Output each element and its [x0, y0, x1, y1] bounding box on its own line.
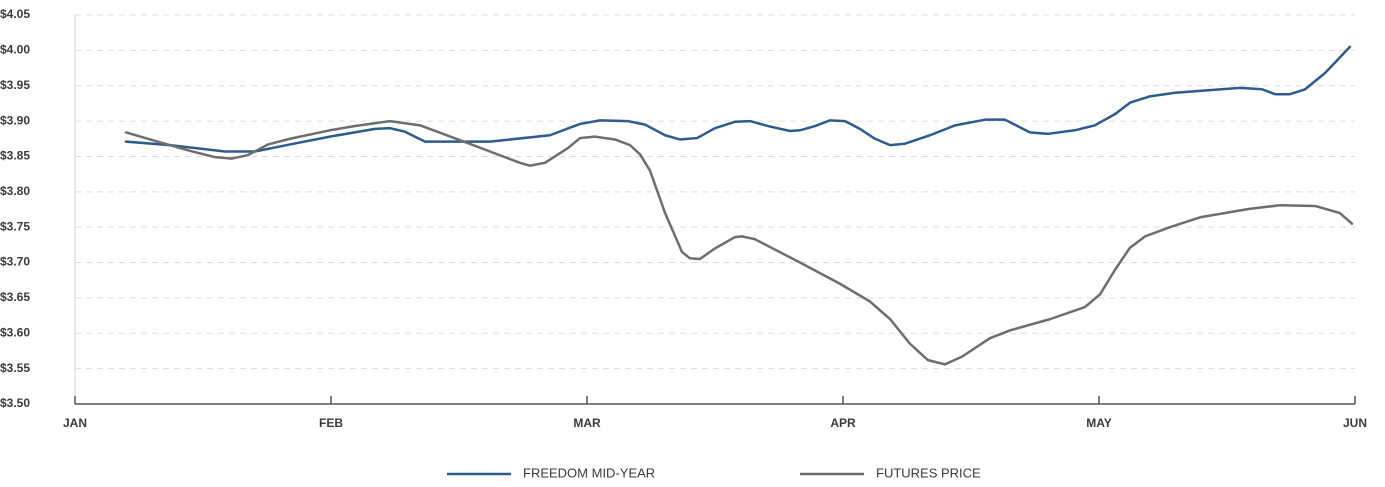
legend-label: FREEDOM MID-YEAR [523, 465, 655, 480]
y-tick-label: $3.95 [0, 78, 30, 92]
series-line [124, 119, 1354, 366]
y-tick-label: $3.70 [0, 255, 30, 269]
x-tick-label: FEB [319, 416, 343, 430]
y-tick-label: $3.85 [0, 149, 30, 163]
y-tick-label: $4.00 [0, 43, 30, 57]
x-tick-label: JUN [1343, 416, 1367, 430]
x-tick-label: MAR [573, 416, 601, 430]
legend: FREEDOM MID-YEAR FUTURES PRICE [447, 465, 981, 480]
y-tick-label: $3.60 [0, 325, 30, 339]
y-tick-label: $4.05 [0, 7, 30, 21]
x-tick-label: APR [830, 416, 856, 430]
y-tick-label: $3.90 [0, 113, 30, 127]
y-tick-label: $3.50 [0, 396, 30, 410]
y-tick-label: $3.75 [0, 219, 30, 233]
series-line [124, 45, 1352, 153]
y-tick-label: $3.65 [0, 290, 30, 304]
x-tick-label: MAY [1086, 416, 1112, 430]
legend-label: FUTURES PRICE [876, 465, 981, 480]
y-tick-label: $3.55 [0, 361, 30, 375]
x-tick-label: JAN [63, 416, 87, 430]
y-tick-label: $3.80 [0, 184, 30, 198]
